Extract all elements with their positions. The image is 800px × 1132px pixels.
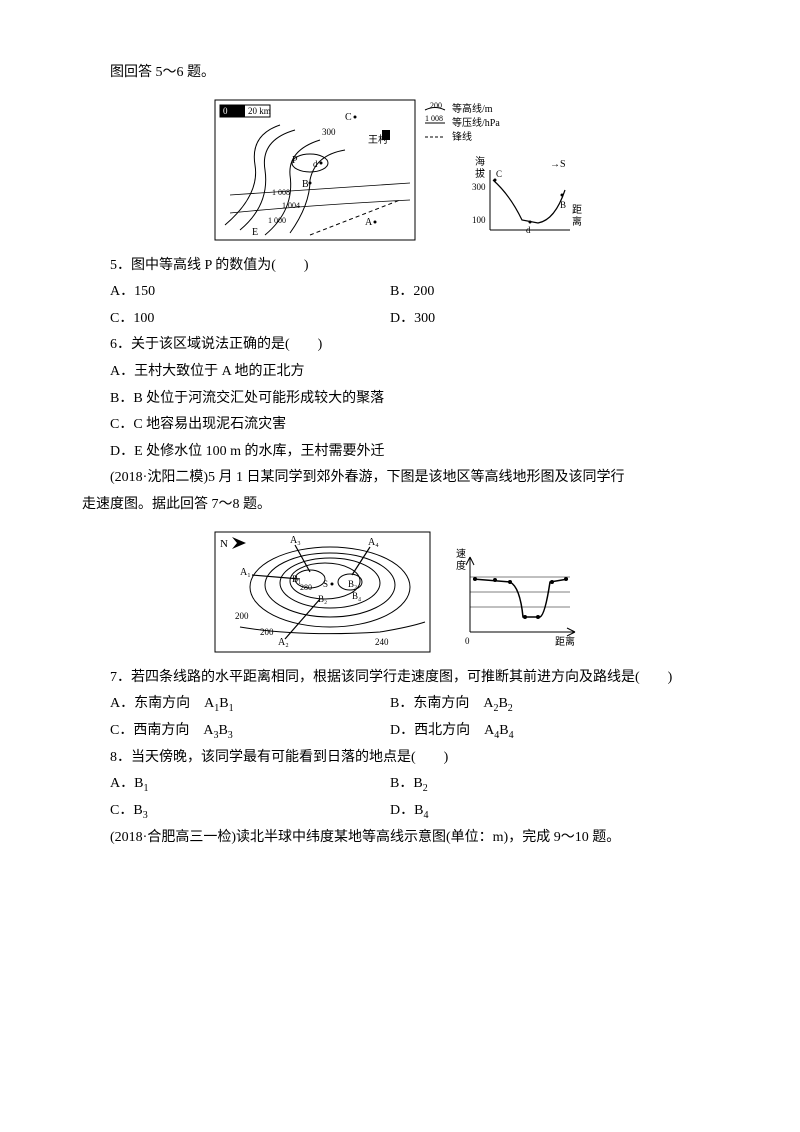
svg-text:B₂: B₂ bbox=[318, 594, 327, 604]
q6-opt-c: C．C 地容易出现泥石流灾害 bbox=[110, 412, 690, 439]
svg-text:d: d bbox=[313, 159, 318, 169]
svg-text:300: 300 bbox=[322, 127, 336, 137]
q6-opt-a: A．王村大致位于 A 地的正北方 bbox=[110, 359, 690, 386]
svg-text:拔: 拔 bbox=[475, 167, 485, 180]
q8-opt-d: D．B4 bbox=[390, 798, 690, 825]
svg-text:B: B bbox=[302, 179, 309, 190]
svg-text:A₂: A₂ bbox=[278, 637, 289, 648]
svg-text:d: d bbox=[526, 225, 531, 235]
figure-2: N A₃ A₄ A₁ B₁ 280 bbox=[210, 527, 590, 657]
svg-text:度: 度 bbox=[456, 559, 466, 572]
q7-opt-c: C．西南方向 A3B3 bbox=[110, 718, 390, 745]
svg-text:200: 200 bbox=[260, 627, 274, 637]
figure-1: 0 20 km C 300 王村 P d bbox=[210, 95, 590, 245]
svg-text:1 000: 1 000 bbox=[268, 216, 286, 225]
svg-text:A₃: A₃ bbox=[290, 535, 301, 546]
svg-text:1 008: 1 008 bbox=[425, 114, 443, 123]
q5-opt-b: B．200 bbox=[390, 279, 690, 306]
svg-text:200: 200 bbox=[235, 611, 249, 621]
svg-text:S: S bbox=[323, 579, 328, 589]
svg-text:280: 280 bbox=[300, 583, 312, 592]
svg-text:A₁: A₁ bbox=[240, 567, 251, 578]
svg-text:海: 海 bbox=[475, 155, 485, 168]
svg-text:A₄: A₄ bbox=[368, 537, 379, 548]
scale-label: 0 bbox=[223, 106, 228, 116]
q8-opt-a: A．B1 bbox=[110, 771, 390, 798]
svg-text:100: 100 bbox=[472, 215, 486, 225]
svg-text:300: 300 bbox=[472, 182, 486, 192]
svg-text:240: 240 bbox=[375, 637, 389, 647]
q5-opt-a: A．150 bbox=[110, 279, 390, 306]
q6-opt-d: D．E 处修水位 100 m 的水库，王村需要外迁 bbox=[110, 439, 690, 466]
q5-opt-d: D．300 bbox=[390, 306, 690, 333]
q7-opt-a: A．东南方向 A1B1 bbox=[110, 691, 390, 718]
figure-1-container: 0 20 km C 300 王村 P d bbox=[110, 95, 690, 245]
q5-stem: 5．图中等高线 P 的数值为( ) bbox=[110, 253, 690, 280]
svg-text:锋线: 锋线 bbox=[452, 130, 472, 143]
svg-text:N: N bbox=[220, 538, 228, 550]
svg-text:1 008: 1 008 bbox=[272, 188, 290, 197]
svg-text:E: E bbox=[252, 227, 258, 238]
svg-text:B: B bbox=[560, 200, 566, 210]
svg-text:距: 距 bbox=[572, 204, 582, 216]
svg-text:C: C bbox=[496, 169, 502, 179]
q8-opt-b: B．B2 bbox=[390, 771, 690, 798]
intro-q9-10: (2018·合肥高三一检)读北半球中纬度某地等高线示意图(单位：m)，完成 9～… bbox=[110, 825, 690, 852]
svg-text:等压线/hPa: 等压线/hPa bbox=[452, 116, 500, 129]
svg-text:200: 200 bbox=[430, 101, 442, 110]
figure-2-container: N A₃ A₄ A₁ B₁ 280 bbox=[110, 527, 690, 657]
svg-text:0: 0 bbox=[465, 636, 470, 646]
q8-stem: 8．当天傍晚，该同学最有可能看到日落的地点是( ) bbox=[110, 745, 690, 772]
svg-text:1 004: 1 004 bbox=[282, 201, 300, 210]
q8-opt-c: C．B3 bbox=[110, 798, 390, 825]
svg-text:B₃: B₃ bbox=[348, 579, 357, 589]
svg-text:离: 离 bbox=[572, 215, 582, 228]
svg-text:速: 速 bbox=[456, 548, 466, 560]
svg-text:20 km: 20 km bbox=[248, 106, 271, 116]
q6-opt-b: B．B 处位于河流交汇处可能形成较大的聚落 bbox=[110, 386, 690, 413]
intro-q7-8-b: 走速度图。据此回答 7～8 题。 bbox=[82, 492, 690, 519]
intro-q5-6: 图回答 5～6 题。 bbox=[110, 60, 690, 87]
svg-text:→S: →S bbox=[550, 159, 566, 170]
intro-q7-8-a: (2018·沈阳二模)5 月 1 日某同学到郊外春游，下图是该地区等高线地形图及… bbox=[110, 465, 690, 492]
svg-text:距离: 距离 bbox=[555, 635, 575, 648]
q7-stem: 7．若四条线路的水平距离相同，根据该同学行走速度图，可推断其前进方向及路线是( … bbox=[110, 665, 690, 692]
svg-text:B₄: B₄ bbox=[352, 591, 361, 601]
q6-stem: 6．关于该区域说法正确的是( ) bbox=[110, 332, 690, 359]
svg-text:C: C bbox=[345, 112, 352, 123]
q7-opt-b: B．东南方向 A2B2 bbox=[390, 691, 690, 718]
svg-text:A: A bbox=[365, 217, 373, 228]
q5-opt-c: C．100 bbox=[110, 306, 390, 333]
q7-opt-d: D．西北方向 A4B4 bbox=[390, 718, 690, 745]
svg-text:等高线/m: 等高线/m bbox=[452, 102, 493, 115]
svg-text:P: P bbox=[292, 155, 298, 166]
